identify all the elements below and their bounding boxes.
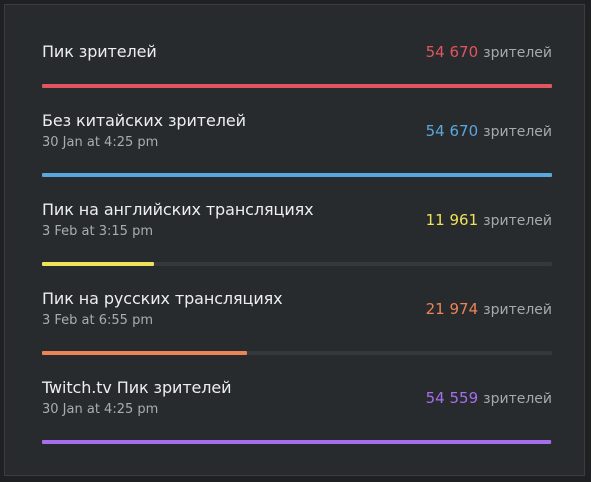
stat-bar-track	[42, 84, 552, 88]
stat-date: 30 Jan at 4:25 pm	[42, 135, 159, 150]
stat-bar-track	[42, 173, 552, 177]
stat-date: 3 Feb at 3:15 pm	[42, 224, 153, 239]
stat-title: Twitch.tv Пик зрителей	[42, 378, 232, 397]
stat-number: 54 670	[425, 122, 479, 140]
stat-number: 11 961	[425, 211, 479, 229]
stat-bar-fill	[42, 173, 552, 177]
stat-value: 54 670 зрителей	[426, 43, 552, 61]
stat-value: 54 559 зрителей	[426, 389, 552, 407]
stat-unit: зрителей	[483, 213, 552, 229]
stat-bar-track	[42, 440, 552, 444]
stat-bar-fill	[42, 84, 552, 88]
stat-value: 11 961 зрителей	[426, 211, 552, 229]
stat-number: 54 559	[425, 389, 479, 407]
stat-title: Пик на русских трансляциях	[42, 289, 283, 308]
stat-unit: зрителей	[483, 391, 552, 407]
stat-bar-track	[42, 262, 552, 266]
stat-date: 3 Feb at 6:55 pm	[42, 313, 153, 328]
stat-value: 21 974 зрителей	[426, 300, 552, 318]
stat-bar-track	[42, 351, 552, 355]
stat-bar-fill	[42, 262, 154, 266]
stat-bar-fill	[42, 440, 551, 444]
stat-date: 30 Jan at 4:25 pm	[42, 402, 159, 417]
viewer-stats-panel: Пик зрителей 54 670 зрителей Без китайски…	[4, 4, 585, 476]
stat-number: 54 670	[425, 43, 479, 61]
stat-unit: зрителей	[483, 45, 552, 61]
stat-number: 21 974	[425, 300, 479, 318]
stat-title: Без китайских зрителей	[42, 111, 246, 130]
stat-unit: зрителей	[483, 124, 552, 140]
stat-bar-fill	[42, 351, 248, 355]
stat-unit: зрителей	[483, 302, 552, 318]
stat-title: Пик на английских трансляциях	[42, 200, 314, 219]
stat-title: Пик зрителей	[42, 42, 157, 61]
stat-value: 54 670 зрителей	[426, 122, 552, 140]
